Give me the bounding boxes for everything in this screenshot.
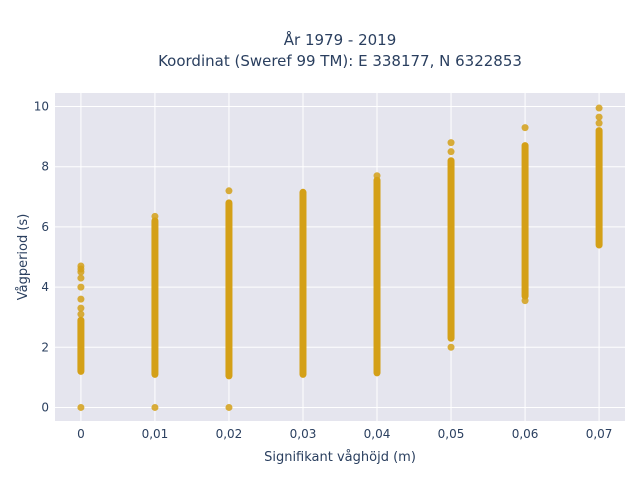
data-point	[77, 262, 85, 270]
y-axis-title: Vågperiod (s)	[16, 214, 31, 301]
data-point	[521, 297, 529, 305]
data-point	[151, 212, 159, 220]
y-tick-label: 6	[41, 220, 49, 234]
y-tick-label: 4	[41, 280, 49, 294]
x-tick-label: 0,01	[142, 427, 169, 441]
point-column	[447, 157, 455, 342]
x-tick-label: 0,05	[438, 427, 465, 441]
point-column	[77, 316, 85, 375]
data-point	[225, 187, 233, 195]
data-point	[77, 295, 85, 303]
data-point	[77, 283, 85, 291]
data-point	[447, 343, 455, 351]
x-tick-label: 0,06	[512, 427, 539, 441]
x-axis-ticks: 0 0,01 0,02 0,03 0,04 0,05 0,06 0,07	[77, 427, 612, 441]
x-tick-label: 0,03	[290, 427, 317, 441]
plot-area	[55, 93, 625, 421]
data-point	[77, 304, 85, 312]
data-point	[77, 274, 85, 282]
x-tick-label: 0,02	[216, 427, 243, 441]
point-column	[595, 127, 603, 249]
data-point	[77, 310, 85, 318]
y-tick-label: 8	[41, 160, 49, 174]
point-column	[521, 142, 529, 300]
data-point	[595, 104, 603, 112]
chart-title: År 1979 - 2019	[284, 30, 397, 49]
y-tick-label: 2	[41, 340, 49, 354]
data-point	[373, 172, 381, 180]
data-points	[77, 104, 603, 411]
data-point	[225, 403, 233, 411]
data-point	[447, 139, 455, 147]
data-point	[521, 124, 529, 132]
y-tick-label: 0	[41, 400, 49, 414]
point-column	[373, 176, 381, 377]
chart-subtitle: Koordinat (Sweref 99 TM): E 338177, N 63…	[158, 52, 522, 70]
data-point	[77, 403, 85, 411]
y-tick-label: 10	[34, 100, 49, 114]
data-point	[595, 113, 603, 121]
x-tick-label: 0,07	[586, 427, 613, 441]
x-tick-label: 0,04	[364, 427, 391, 441]
x-tick-label: 0	[77, 427, 85, 441]
y-axis-ticks: 0 2 4 6 8 10	[34, 100, 49, 415]
data-point	[595, 119, 603, 127]
point-column	[151, 217, 159, 378]
data-point	[151, 403, 159, 411]
point-column	[299, 188, 307, 378]
point-column	[225, 199, 233, 380]
x-axis-title: Signifikant våghöjd (m)	[264, 450, 416, 465]
data-point	[447, 148, 455, 156]
